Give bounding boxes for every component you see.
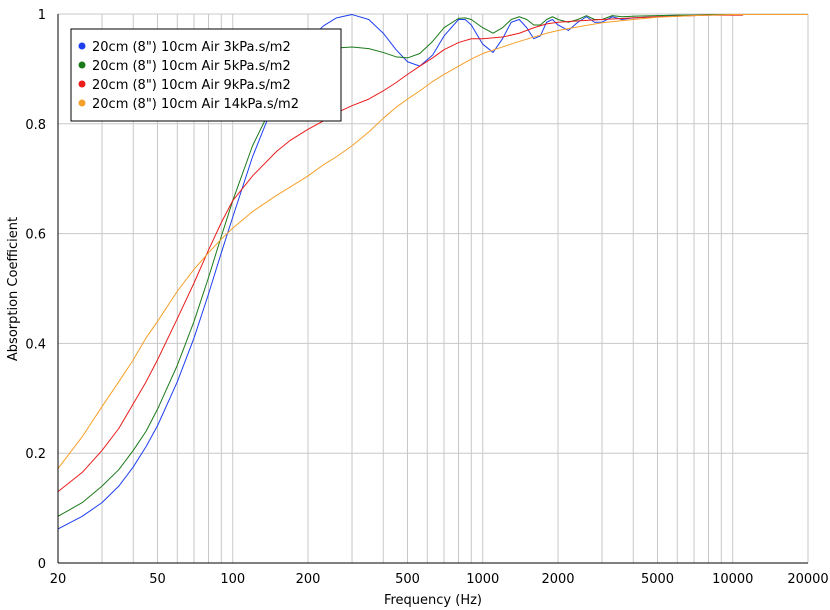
legend-label: 20cm (8") 10cm Air 3kPa.s/m2 [92,40,291,55]
legend: 20cm (8") 10cm Air 3kPa.s/m2 20cm (8") 10… [70,28,342,122]
x-axis-title: Frequency (Hz) [384,593,482,608]
y-axis-title: Absorption Coefficient [6,217,21,361]
series-line [57,14,744,493]
legend-box [70,28,342,122]
y-tick-labels: 0 0.2 0.4 0.6 0.8 1 [25,8,46,572]
legend-marker [78,99,86,107]
x-tick-label: 50 [149,572,166,587]
x-tick-label: 10000 [712,572,753,587]
legend-label: 20cm (8") 10cm Air 14kPa.s/m2 [92,97,299,112]
series-layer [57,14,808,530]
legend-marker [78,61,86,69]
legend-items: 20cm (8") 10cm Air 3kPa.s/m2 20cm (8") 10… [78,40,299,112]
y-tick-label: 0 [38,557,46,572]
x-tick-label: 20 [50,572,67,587]
x-tick-labels: 20 50 100 200 500 1000 2000 5000 10000 20000 [50,572,829,587]
x-tick-label: 500 [395,572,420,587]
x-tick-label: 5000 [641,572,674,587]
series-line [57,14,808,517]
y-tick-label: 0.2 [25,447,46,462]
legend-marker [78,42,86,50]
y-tick-label: 0.8 [25,118,46,133]
y-tick-label: 1 [38,8,46,23]
series-line [57,14,808,530]
x-tick-label: 1000 [466,572,499,587]
y-tick-label: 0.4 [25,337,46,352]
legend-label: 20cm (8") 10cm Air 5kPa.s/m2 [92,59,291,74]
x-tick-label: 2000 [541,572,574,587]
legend-marker [78,80,86,88]
x-tick-label: 200 [296,572,321,587]
x-tick-label: 20000 [787,572,828,587]
y-tick-label: 0.6 [25,228,46,243]
axes [57,14,808,564]
series-line [57,14,808,469]
legend-label: 20cm (8") 10cm Air 9kPa.s/m2 [92,78,291,93]
x-tick-label: 100 [220,572,245,587]
